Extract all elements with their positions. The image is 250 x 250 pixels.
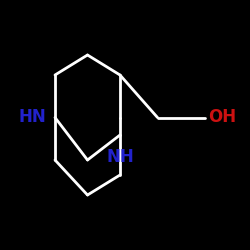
Text: OH: OH: [208, 108, 236, 126]
Text: NH: NH: [106, 148, 134, 166]
Text: HN: HN: [18, 108, 46, 126]
